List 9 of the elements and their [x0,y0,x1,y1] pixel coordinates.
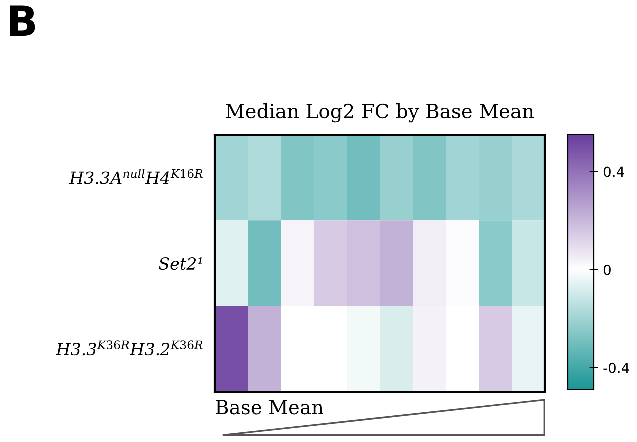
y-tick-label: Set2¹ [159,257,202,270]
text: B [10,6,36,36]
y-tick-label: H3.3A$^{null}$H4$^{K16R}$ [69,169,203,184]
x-axis-title: Base Mean [216,400,324,415]
color-bar-label: -0.4 [604,362,630,374]
chart-title: Median Log2 FC by Base Mean [226,104,534,123]
color-bar-label: 0 [604,264,611,276]
color-bar-label: 0.4 [604,166,624,178]
y-tick-label: H3.3$^{K36R}$H3.2$^{K36R}$ [56,340,203,356]
